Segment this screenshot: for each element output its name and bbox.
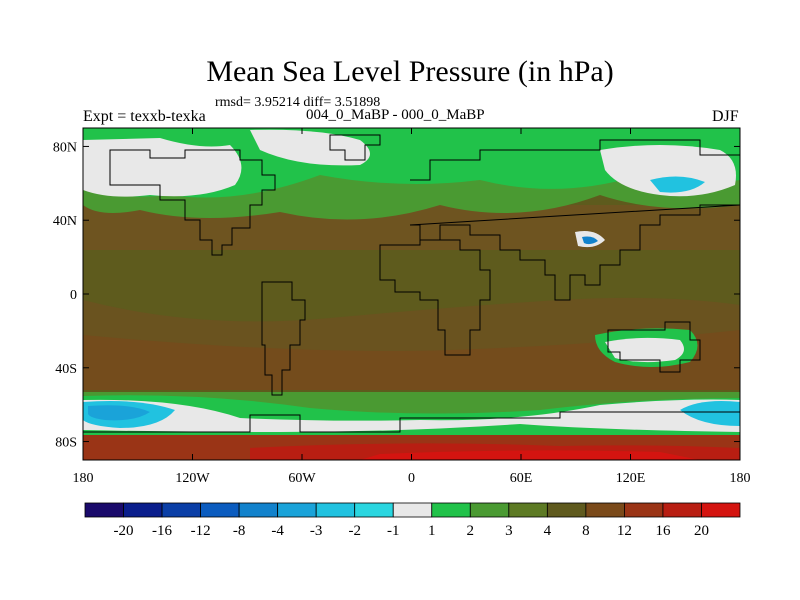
colorbar-swatch [392, 502, 433, 518]
colorbar-label: -12 [191, 523, 211, 539]
colorbar-swatch [701, 502, 741, 518]
coastline-greenland [329, 134, 381, 161]
lon-tick-label: 180 [73, 471, 94, 486]
field-white-australia [605, 337, 684, 363]
colorbar-swatch [546, 502, 587, 518]
colorbar-label: 8 [582, 523, 590, 539]
colorbar-swatch [354, 502, 394, 518]
colorbar-swatch [469, 502, 510, 518]
colorbar-swatch [508, 502, 548, 518]
lon-tick-label: 0 [408, 471, 415, 486]
colorbar-label: -1 [387, 523, 400, 539]
lon-tick-label: 120W [175, 471, 210, 486]
colorbar-label: 2 [467, 523, 475, 539]
colorbar-label: -4 [271, 523, 284, 539]
lon-tick-label: 120E [616, 471, 646, 486]
colorbar-swatch [277, 502, 317, 518]
field-cyan-siberia [650, 176, 705, 193]
coastline-eurasia [409, 139, 740, 301]
colorbar-swatch [123, 502, 163, 518]
coastlines [83, 134, 740, 433]
colorbar-swatch [431, 502, 471, 518]
lon-tick-label: 60E [510, 471, 533, 486]
lat-tick-label: 40N [53, 214, 77, 229]
colorbar-swatch [624, 502, 664, 518]
coastline-south-america [261, 281, 306, 396]
lat-tick-label: 80N [53, 140, 77, 155]
colorbar-label: 20 [694, 523, 709, 539]
lat-tick-label: 80S [55, 436, 77, 451]
lon-tick-label: 60W [288, 471, 316, 486]
field-blue-west [88, 405, 150, 421]
colorbar-label: 4 [544, 523, 552, 539]
field-red-antarctic [360, 450, 700, 460]
colorbar: -20 -16 -12 -8 -4 -3 -2 -1 1 2 3 4 8 12 16 20 [84, 502, 741, 539]
colorbar-label: -3 [310, 523, 323, 539]
colorbar-label: -2 [348, 523, 361, 539]
lat-tick-label: 40S [55, 362, 77, 377]
colorbar-swatch [662, 502, 702, 518]
pressure-field [83, 128, 740, 460]
field-lightgreen-north [83, 128, 740, 198]
field-brown-tropics [83, 297, 740, 351]
colorbar-swatch [200, 502, 240, 518]
period-difference-label: 004_0_MaBP - 000_0_MaBP [306, 107, 485, 123]
statistics-label: rmsd= 3.95214 diff= 3.51898 [215, 95, 381, 110]
colorbar-label: 3 [505, 523, 513, 539]
colorbar-swatch [315, 502, 356, 518]
coastline-australia [607, 321, 701, 373]
experiment-label: Expt = texxb-texka [83, 108, 206, 125]
coastline-north-america [109, 149, 276, 256]
colorbar-swatch [161, 502, 201, 518]
lat-tick-label: 0 [70, 288, 77, 303]
field-white-greenland [250, 129, 370, 166]
map-title: Mean Sea Level Pressure (in hPa) [206, 55, 614, 88]
colorbar-swatch [585, 502, 625, 518]
season-label: DJF [712, 108, 739, 125]
field-blue-tibet [582, 236, 598, 245]
colorbar-label: -8 [233, 523, 246, 539]
colorbar-label: 1 [428, 523, 436, 539]
latitude-axis: 80N 40N 0 40S 80S [53, 140, 740, 451]
field-white-southern-ocean [83, 399, 740, 432]
lon-tick-label: 180 [730, 471, 751, 486]
coastline-africa [379, 239, 491, 356]
colorbar-label: 12 [617, 523, 632, 539]
colorbar-swatch [238, 502, 279, 518]
colorbar-label: -16 [152, 523, 172, 539]
coastline-antarctica [83, 411, 740, 433]
colorbar-label: 16 [655, 523, 671, 539]
longitude-axis: 180 120W 60W 0 60E 120E 180 [73, 128, 751, 486]
field-cyan-east [680, 401, 740, 426]
colorbar-label: -20 [114, 523, 134, 539]
field-white-north-america [83, 138, 242, 197]
colorbar-swatch [84, 502, 124, 518]
